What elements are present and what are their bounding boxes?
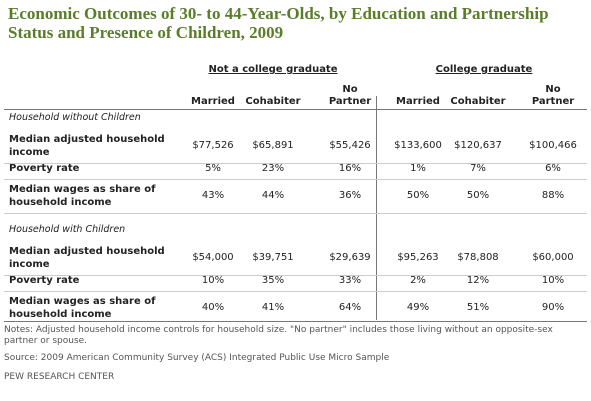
header-rule — [4, 109, 587, 110]
row-label: Median adjusted household income — [9, 134, 165, 158]
cell: 64% — [338, 302, 362, 313]
cell: 10% — [541, 274, 565, 286]
column-header: Cohabiter — [245, 96, 301, 107]
cell: 36% — [338, 190, 362, 201]
cell: 16% — [338, 162, 362, 174]
cell: 12% — [466, 274, 490, 286]
cell: 49% — [406, 302, 430, 313]
row-label: Median wages as share of household incom… — [9, 184, 156, 208]
title: Economic Outcomes of 30- to 44-Year-Olds… — [8, 4, 549, 42]
row-rule — [4, 179, 587, 180]
cell: 33% — [338, 274, 362, 286]
cell: $100,466 — [529, 140, 577, 151]
section-heading: Household with Children — [9, 224, 126, 235]
cell: 5% — [205, 162, 221, 174]
cell: 41% — [261, 302, 285, 313]
row-rule — [4, 213, 587, 214]
divider — [376, 96, 377, 320]
cell: $55,426 — [329, 140, 371, 151]
cell: 40% — [201, 302, 225, 313]
cell: $133,600 — [394, 140, 442, 151]
cell: $54,000 — [192, 252, 234, 263]
cell: 1% — [410, 162, 426, 174]
cell: $60,000 — [532, 252, 574, 263]
cell: 6% — [545, 162, 561, 174]
cell: $39,751 — [252, 252, 294, 263]
cell: 23% — [261, 162, 285, 174]
notes: Notes: Adjusted household income control… — [4, 325, 553, 346]
cell: 7% — [470, 162, 486, 174]
cell: 44% — [261, 190, 285, 201]
column-header: No Partner — [531, 84, 575, 107]
cell: 88% — [541, 190, 565, 201]
table-bottom-rule — [4, 321, 587, 322]
cell: 90% — [541, 302, 565, 313]
column-header: Married — [191, 96, 235, 107]
column-header: Cohabiter — [450, 96, 506, 107]
cell: 2% — [410, 274, 426, 286]
cell: $65,891 — [252, 140, 294, 151]
row-label: Poverty rate — [9, 275, 80, 286]
source: Source: 2009 American Community Survey (… — [4, 353, 390, 363]
group-header: College graduate — [435, 64, 533, 75]
row-label: Poverty rate — [9, 163, 80, 174]
credit: PEW RESEARCH CENTER — [4, 372, 115, 382]
row-label: Median adjusted household income — [9, 246, 165, 270]
cell: $78,808 — [457, 252, 499, 263]
cell: $29,639 — [329, 252, 371, 263]
cell: $77,526 — [192, 140, 234, 151]
group-header: Not a college graduate — [208, 64, 338, 75]
cell: $120,637 — [454, 140, 502, 151]
row-rule — [4, 291, 587, 292]
row-rule — [4, 163, 587, 164]
cell: 50% — [466, 190, 490, 201]
cell: 10% — [201, 274, 225, 286]
cell: 35% — [261, 274, 285, 286]
row-label: Median wages as share of household incom… — [9, 296, 156, 320]
column-header: Married — [396, 96, 440, 107]
section-heading: Household without Children — [9, 112, 141, 123]
cell: $95,263 — [397, 252, 439, 263]
row-rule — [4, 275, 587, 276]
cell: 50% — [406, 190, 430, 201]
column-header: No Partner — [328, 84, 372, 107]
cell: 51% — [466, 302, 490, 313]
cell: 43% — [201, 190, 225, 201]
